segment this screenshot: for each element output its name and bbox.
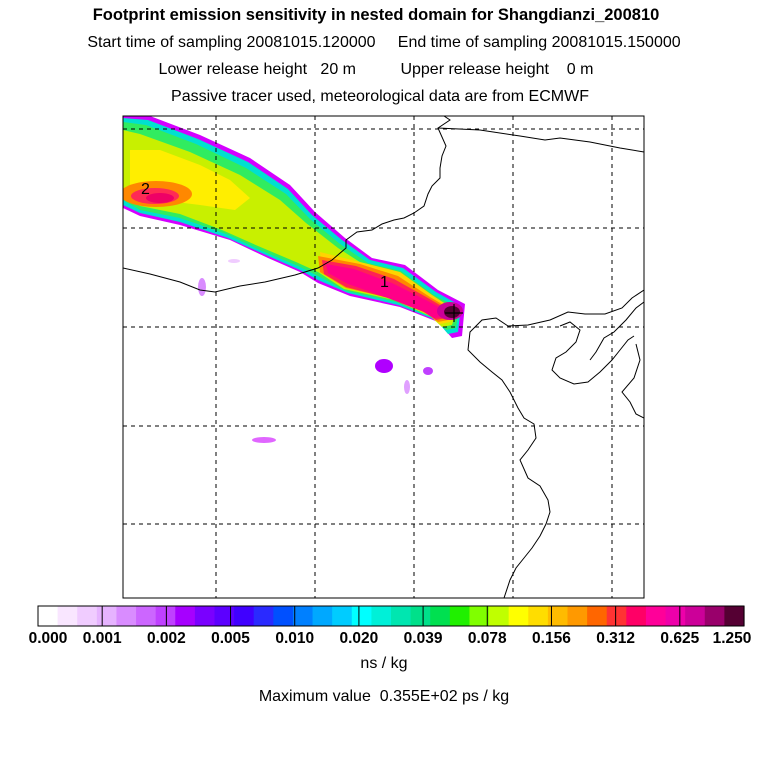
map-frame xyxy=(122,115,645,599)
source-label-1: 1 xyxy=(380,274,389,291)
tracer-info: Passive tracer used, meteorological data… xyxy=(171,88,589,105)
colorbar-tick-label: 0.312 xyxy=(596,630,636,647)
border-line-south xyxy=(589,301,644,361)
colorbar-tick-label: 0.002 xyxy=(146,630,186,647)
colorbar-unit: ns / kg xyxy=(360,655,408,672)
weak-patch-6 xyxy=(228,259,240,263)
coastline-bay xyxy=(551,321,635,385)
colorbar-tick-label: 0.000 xyxy=(28,630,68,647)
border-line-north xyxy=(123,116,451,293)
graticule xyxy=(123,116,644,598)
colorbar-tick-label: 0.625 xyxy=(660,630,700,647)
colorbar-tick-label: 0.020 xyxy=(339,630,379,647)
release-heights: Lower release height 20 m Upper release … xyxy=(158,61,594,78)
plus-icon xyxy=(445,304,463,322)
border-line-east xyxy=(437,127,644,153)
sampling-times: Start time of sampling 20081015.120000 E… xyxy=(87,34,681,51)
weak-patch-2 xyxy=(375,359,393,373)
source-label-2: 2 xyxy=(141,181,150,198)
weak-patch-5 xyxy=(252,437,276,443)
source-hotspot-2-inner xyxy=(146,193,174,203)
weak-patch-4 xyxy=(423,367,433,375)
colorbar-tick-label: 1.250 xyxy=(712,630,752,647)
coastlines-borders xyxy=(123,116,644,598)
colorbar-tick-label: 0.005 xyxy=(211,630,250,647)
weak-patch-3 xyxy=(404,380,410,394)
plot-title: Footprint emission sensitivity in nested… xyxy=(92,6,660,24)
colorbar-tick-label: 0.078 xyxy=(467,630,507,647)
colorbar-tick-label: 0.039 xyxy=(403,630,443,647)
colorbar-tick-label: 0.010 xyxy=(275,630,315,647)
coastline-peninsula xyxy=(621,343,644,419)
colorbar-tick-label: 0.156 xyxy=(532,630,571,647)
footprint-map: 2 1 xyxy=(122,115,645,599)
maximum-value: Maximum value 0.355E+02 ps / kg xyxy=(258,688,510,705)
receptor-hotspot-core xyxy=(444,306,460,318)
coastline-main xyxy=(467,289,644,598)
plume-layers xyxy=(123,116,465,443)
colorbar-tick-label: 0.001 xyxy=(82,630,122,647)
weak-patch-1 xyxy=(198,278,206,296)
plume-band-pink xyxy=(326,264,448,318)
